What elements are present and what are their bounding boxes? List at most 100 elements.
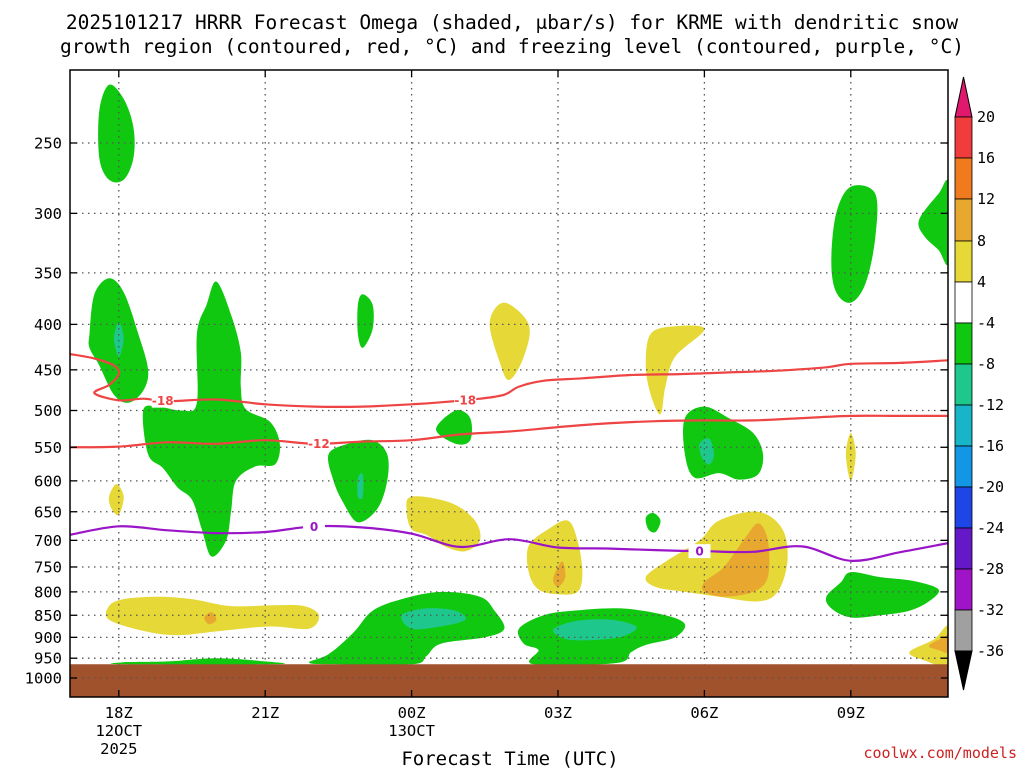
omega-region-orange (928, 634, 948, 653)
colorbar-band (954, 198, 973, 242)
freezing-level-contour-label: 0 (310, 520, 318, 534)
y-tick-label: 450 (34, 361, 62, 379)
y-tick-label: 600 (34, 472, 62, 490)
omega-region-green (98, 84, 135, 183)
dgz-contour-label: -12 (308, 437, 330, 451)
omega-shading-layer (88, 84, 948, 667)
omega-region-green (645, 512, 661, 533)
chart-title-line-1: 2025101217 HRRR Forecast Omega (shaded, … (66, 11, 958, 34)
colorbar-band (954, 527, 973, 570)
omega-region-green (918, 179, 948, 266)
dgz-contour-label-bg (151, 393, 174, 408)
freezing-level-contour-label-bg (303, 519, 325, 534)
omega-region-yellow (406, 496, 481, 552)
y-tick-label: 800 (34, 583, 62, 601)
colorbar-label: -28 (977, 560, 1004, 578)
dgz-contour-label: -18 (454, 394, 476, 408)
plot-frame (69, 69, 949, 698)
colorbar-band (954, 116, 973, 159)
colorbar-label: -4 (977, 314, 995, 332)
y-tick-label: 350 (34, 264, 62, 282)
colorbar-band (954, 445, 973, 488)
omega-region-yellow (845, 433, 856, 481)
omega-region-green (142, 281, 281, 557)
omega-region-yellow (526, 520, 583, 595)
x-tick-label: 06Z (690, 704, 718, 722)
colorbar-band (954, 404, 973, 447)
freezing-level-contour (70, 524, 948, 562)
colorbar-bottom-triangle (954, 650, 973, 691)
gridlines (70, 70, 948, 679)
omega-region-green (309, 591, 505, 665)
chart-title-line-2: growth region (contoured, red, °C) and f… (60, 35, 964, 58)
y-tick-label: 850 (34, 607, 62, 625)
colorbar-band (954, 322, 973, 365)
colorbar-band (954, 281, 973, 324)
colorbar-label: 8 (977, 232, 986, 250)
x-tick-label: 21Z (251, 704, 279, 722)
colorbar-label: -16 (977, 437, 1004, 455)
colorbar-band (954, 486, 973, 529)
y-tick-label: 300 (34, 205, 62, 223)
y-tick-label: 750 (34, 558, 62, 576)
y-tick-label: 1000 (25, 670, 62, 688)
y-tick-label: 700 (34, 532, 62, 550)
omega-region-orange (204, 612, 217, 625)
colorbar-label: 4 (977, 273, 986, 291)
colorbar-band (954, 568, 973, 611)
colorbar-label: 16 (977, 149, 995, 167)
x-axis-title: Forecast Time (UTC) (401, 748, 618, 768)
x-tick-sublabel: 12OCT (95, 722, 142, 740)
colorbar-band (954, 609, 973, 652)
omega-region-green (683, 406, 764, 480)
colorbar-top-triangle (954, 76, 973, 118)
dgz-contour-label-bg (307, 436, 330, 451)
colorbar-label: -32 (977, 601, 1004, 619)
omega-region-teal (357, 473, 364, 500)
contour-layer: -18 -18 -12 0 0 (70, 353, 948, 562)
omega-region-yellow (489, 302, 530, 381)
dgz-contour-label: -18 (152, 394, 174, 408)
omega-region-teal (113, 322, 124, 357)
omega-region-green (825, 572, 940, 618)
credit-text: coolwx.com/models (863, 744, 1017, 762)
colorbar-label: -8 (977, 355, 995, 373)
freezing-level-contour-label-bg (688, 544, 711, 559)
colorbar-band (954, 240, 973, 283)
y-tick-label: 550 (34, 439, 62, 457)
x-tick-label: 18Z (105, 704, 133, 722)
omega-region-yellow (909, 625, 948, 667)
y-tick-label: 650 (34, 503, 62, 521)
y-tick-label: 900 (34, 629, 62, 647)
colorbar: 20 16 12 8 4 -4 -8 -12 -16 -20 -24 -28 -32 -36 (954, 76, 1004, 691)
colorbar-label: 20 (977, 108, 995, 126)
colorbar-label: -20 (977, 478, 1004, 496)
dgz-contour-label-bg (454, 393, 477, 408)
x-tick-label: 00Z (398, 704, 426, 722)
colorbar-label: -36 (977, 642, 1004, 660)
omega-region-green (110, 658, 286, 665)
x-tick-sublabel: 13OCT (388, 722, 435, 740)
colorbar-label: -12 (977, 396, 1004, 414)
colorbar-label: 12 (977, 190, 995, 208)
omega-region-yellow (645, 325, 705, 415)
omega-region-teal (401, 608, 466, 630)
omega-region-orange (553, 561, 566, 588)
ground-surface (70, 664, 948, 697)
omega-region-green (357, 294, 374, 348)
x-tick-sublabel: 2025 (100, 740, 137, 758)
omega-region-orange (701, 523, 770, 597)
y-tick-label: 500 (34, 402, 62, 420)
colorbar-label: -24 (977, 519, 1004, 537)
y-tick-label: 400 (34, 316, 62, 334)
axes: 250 300 350 400 450 500 550 600 650 700 750 800 850 9… (25, 69, 949, 758)
omega-region-teal (552, 619, 637, 641)
x-tick-label: 03Z (544, 704, 572, 722)
omega-region-green (436, 410, 472, 445)
x-tick-label: 09Z (837, 704, 865, 722)
colorbar-band (954, 363, 973, 406)
colorbar-band (954, 157, 973, 200)
y-tick-label: 250 (34, 135, 62, 153)
freezing-level-contour-label: 0 (695, 545, 703, 559)
